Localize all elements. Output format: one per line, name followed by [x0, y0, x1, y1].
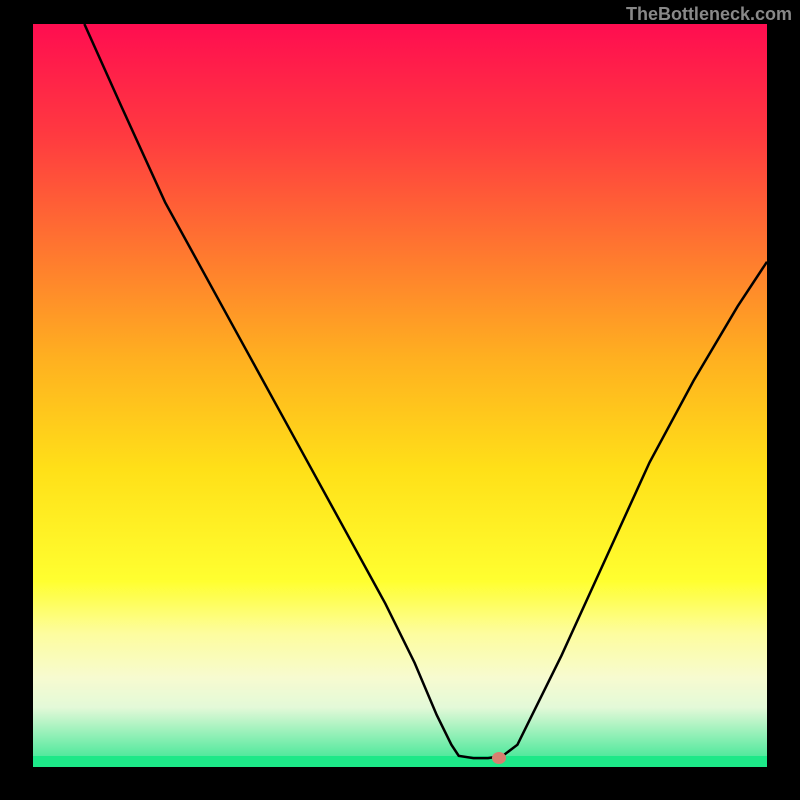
optimum-marker — [492, 752, 506, 764]
curve-path — [84, 24, 767, 758]
bottleneck-curve — [33, 24, 767, 767]
chart-plot-area — [33, 24, 767, 767]
watermark-text: TheBottleneck.com — [626, 4, 792, 25]
